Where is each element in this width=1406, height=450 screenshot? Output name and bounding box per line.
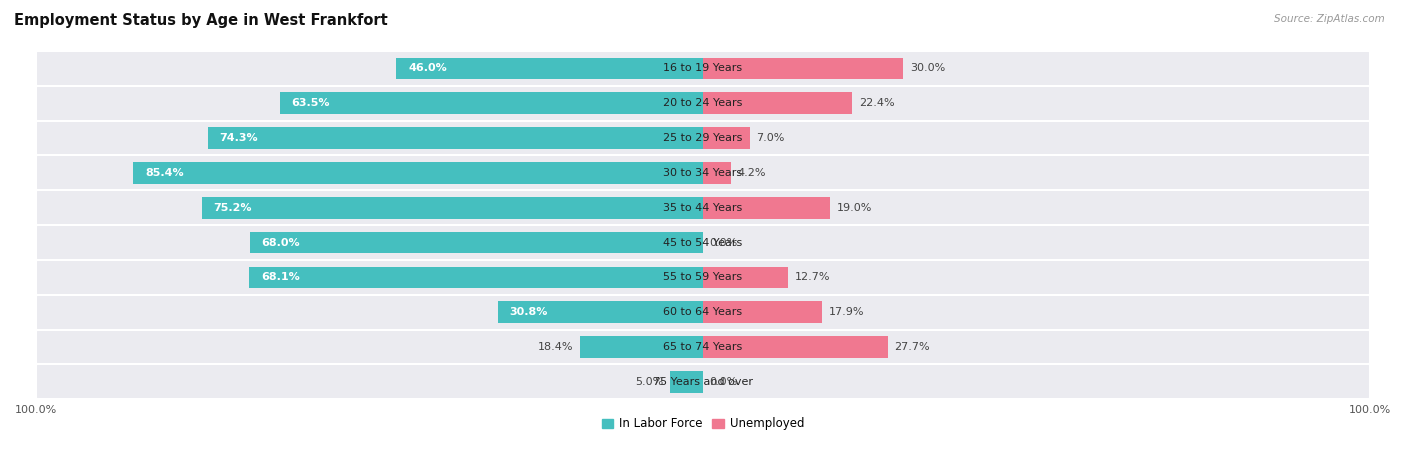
Text: 22.4%: 22.4% — [859, 98, 894, 108]
Bar — [703, 266, 787, 288]
Bar — [703, 197, 830, 219]
Bar — [703, 58, 903, 79]
Text: 4.2%: 4.2% — [738, 168, 766, 178]
Text: Source: ZipAtlas.com: Source: ZipAtlas.com — [1274, 14, 1385, 23]
Text: 27.7%: 27.7% — [894, 342, 929, 352]
Text: 74.3%: 74.3% — [219, 133, 259, 143]
Bar — [396, 58, 703, 79]
Bar — [201, 197, 703, 219]
Text: 7.0%: 7.0% — [756, 133, 785, 143]
Bar — [703, 336, 887, 358]
Bar — [37, 330, 1369, 364]
Text: 17.9%: 17.9% — [830, 307, 865, 317]
Bar — [37, 225, 1369, 260]
Bar — [249, 232, 703, 253]
Bar — [37, 156, 1369, 190]
Legend: In Labor Force, Unemployed: In Labor Force, Unemployed — [598, 413, 808, 435]
Text: 0.0%: 0.0% — [710, 377, 738, 387]
Bar — [280, 92, 703, 114]
Bar — [703, 162, 731, 184]
Bar — [37, 295, 1369, 330]
Bar — [37, 190, 1369, 225]
Text: 75.2%: 75.2% — [214, 203, 252, 213]
Text: 20 to 24 Years: 20 to 24 Years — [664, 98, 742, 108]
Text: 65 to 74 Years: 65 to 74 Years — [664, 342, 742, 352]
Text: 12.7%: 12.7% — [794, 272, 830, 283]
Bar — [703, 92, 852, 114]
Text: 30.0%: 30.0% — [910, 63, 945, 73]
Text: 16 to 19 Years: 16 to 19 Years — [664, 63, 742, 73]
Bar — [581, 336, 703, 358]
Text: 25 to 29 Years: 25 to 29 Years — [664, 133, 742, 143]
Text: 18.4%: 18.4% — [538, 342, 574, 352]
Text: 0.0%: 0.0% — [710, 238, 738, 248]
Bar — [37, 364, 1369, 399]
Bar — [249, 266, 703, 288]
Bar — [134, 162, 703, 184]
Text: 60 to 64 Years: 60 to 64 Years — [664, 307, 742, 317]
Bar — [703, 127, 749, 149]
Text: 35 to 44 Years: 35 to 44 Years — [664, 203, 742, 213]
Text: 68.1%: 68.1% — [262, 272, 299, 283]
Bar — [208, 127, 703, 149]
Bar — [498, 302, 703, 323]
Text: 5.0%: 5.0% — [634, 377, 664, 387]
Text: 45 to 54 Years: 45 to 54 Years — [664, 238, 742, 248]
Bar — [37, 121, 1369, 156]
Text: 63.5%: 63.5% — [291, 98, 330, 108]
Bar — [669, 371, 703, 393]
Text: 30 to 34 Years: 30 to 34 Years — [664, 168, 742, 178]
Text: 85.4%: 85.4% — [145, 168, 184, 178]
Text: 55 to 59 Years: 55 to 59 Years — [664, 272, 742, 283]
Text: 68.0%: 68.0% — [262, 238, 299, 248]
Text: 19.0%: 19.0% — [837, 203, 872, 213]
Text: 46.0%: 46.0% — [408, 63, 447, 73]
Bar — [37, 51, 1369, 86]
Text: 75 Years and over: 75 Years and over — [652, 377, 754, 387]
Bar — [37, 86, 1369, 121]
Bar — [37, 260, 1369, 295]
Text: Employment Status by Age in West Frankfort: Employment Status by Age in West Frankfo… — [14, 14, 388, 28]
Bar — [703, 302, 823, 323]
Text: 30.8%: 30.8% — [509, 307, 548, 317]
